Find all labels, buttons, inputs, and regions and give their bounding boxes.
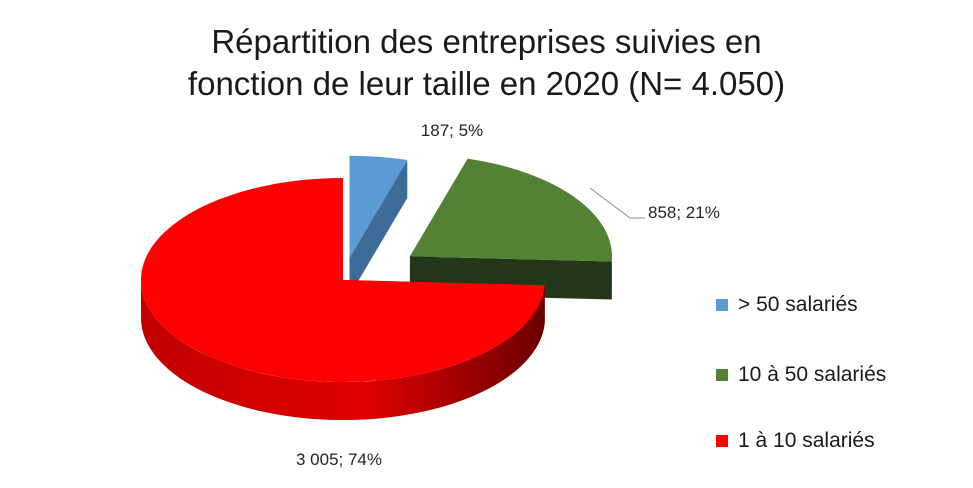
data-label-1-to-10: 3 005; 74% <box>296 450 382 469</box>
legend-swatch-over-50 <box>716 299 728 311</box>
pie-slice-top-over-50 <box>349 155 408 258</box>
pie-slice-wall-end-over-50 <box>349 159 408 296</box>
legend-item-1-to-10: 1 à 10 salariés <box>716 426 875 456</box>
legend-item-over-50: > 50 salariés <box>716 290 858 320</box>
legend-label-1-to-10: 1 à 10 salariés <box>738 429 875 452</box>
pie-slice-over-50 <box>349 155 408 296</box>
data-label-over-50: 187; 5% <box>421 121 483 140</box>
chart-title-line-2: fonction de leur taille en 2020 (N= 4.05… <box>187 65 786 102</box>
pie-slice-rim-1-to-10 <box>141 280 545 421</box>
legend-item-10-to-50: 10 à 50 salariés <box>716 360 886 390</box>
pie-slice-10-to-50 <box>409 158 612 300</box>
legend-swatch-10-to-50 <box>716 369 728 381</box>
pie-slice-top-10-to-50 <box>409 158 612 262</box>
legend-label-10-to-50: 10 à 50 salariés <box>738 363 887 386</box>
data-label-10-to-50: 858; 21% <box>648 203 720 222</box>
data-label-leader-10-to-50 <box>589 187 645 219</box>
chart-title-line-1: Répartition des entreprises suivies en <box>211 23 762 60</box>
legend-label-over-50: > 50 salariés <box>738 293 858 316</box>
pie-slice-top-1-to-10 <box>141 178 545 382</box>
legend-swatch-1-to-10 <box>716 435 728 447</box>
pie-slice-1-to-10 <box>141 178 545 421</box>
